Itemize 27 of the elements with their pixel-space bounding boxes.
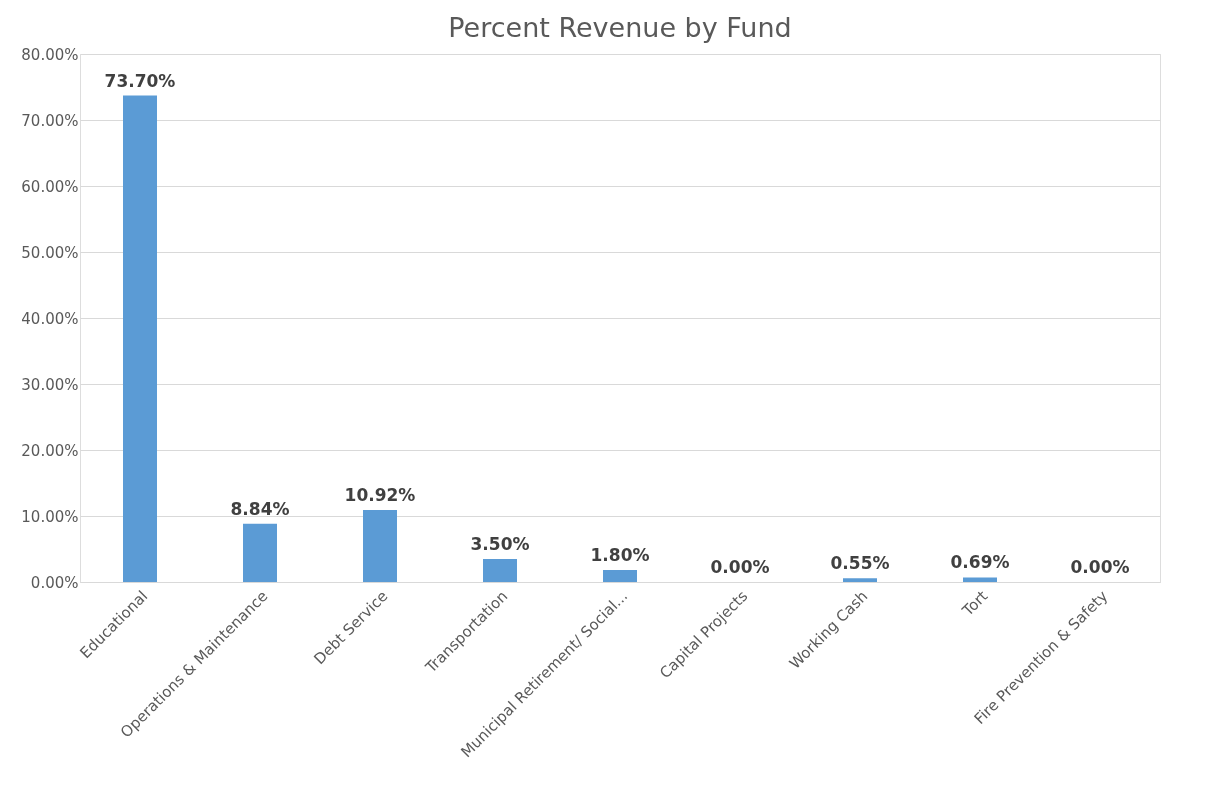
y-tick-label: 80.00% [21,45,79,64]
bar [363,509,397,582]
x-tick-label: Tort [958,587,992,621]
y-tick-label: 50.00% [21,243,79,262]
y-tick-label: 60.00% [21,177,79,196]
data-label: 0.00% [710,557,770,577]
y-tick-label: 0.00% [30,573,79,592]
y-tick-label: 70.00% [21,111,79,130]
chart-title: Percent Revenue by Fund [448,12,792,43]
y-tick-label: 20.00% [21,441,79,460]
bar [963,577,997,582]
data-label: 1.80% [590,545,650,566]
bar [123,95,157,582]
data-label: 0.69% [950,552,1010,573]
bar [243,523,277,582]
data-label: 10.92% [344,484,416,505]
data-label: 0.55% [830,553,890,574]
bar [483,558,517,582]
y-tick-label: 30.00% [21,375,79,394]
data-label: 0.00% [1070,557,1130,577]
data-label: 73.70% [104,70,176,91]
data-label: 3.50% [470,533,530,554]
y-tick-label: 40.00% [21,309,79,328]
bar [843,578,877,582]
data-label: 8.84% [230,498,290,519]
y-tick-label: 10.00% [21,507,79,526]
bar [603,570,637,582]
